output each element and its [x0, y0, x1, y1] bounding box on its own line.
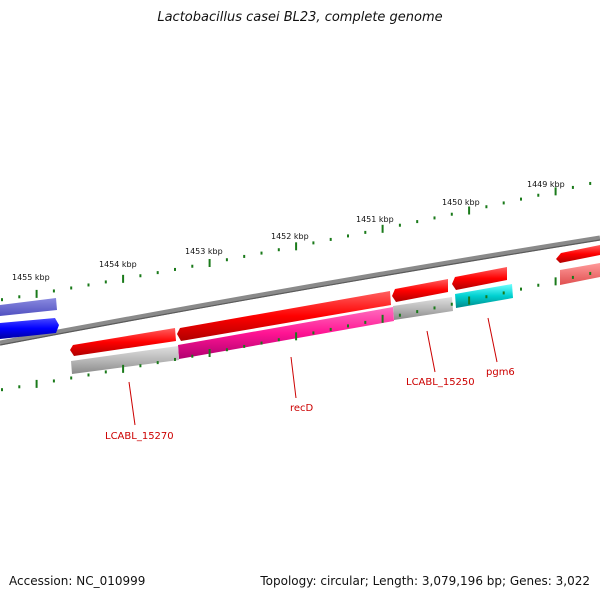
cds-lcabl-15250[interactable]: [393, 297, 453, 320]
cds-right-edge[interactable]: [560, 263, 600, 285]
forward-strand-genes: [0, 245, 600, 356]
gene-arrow-before-pgm6[interactable]: [452, 267, 507, 290]
gene-label-lcabl-15250[interactable]: LCABL_15250: [406, 377, 475, 388]
cds-recd[interactable]: [178, 307, 394, 359]
scale-label-1451: 1451 kbp: [356, 215, 394, 224]
outer-scale-ticks: [1, 181, 592, 302]
accession-text: Accession: NC_010999: [9, 574, 146, 588]
gene-arrow-lcabl-15270[interactable]: [70, 328, 176, 356]
cds-lcabl-15270[interactable]: [71, 346, 179, 374]
gene-arrow-recd[interactable]: [177, 291, 391, 341]
gene-arrow-lcabl-15250[interactable]: [392, 279, 448, 302]
scale-label-1454: 1454 kbp: [99, 260, 137, 269]
label-leaders: [128, 317, 498, 426]
scale-label-1453: 1453 kbp: [185, 247, 223, 256]
scale-label-1450: 1450 kbp: [442, 198, 480, 207]
topology-summary: Topology: circular; Length: 3,079,196 bp…: [260, 574, 590, 588]
cds-features: [0, 263, 600, 374]
scale-label-1449: 1449 kbp: [527, 180, 565, 189]
gene-arrow-left-purple[interactable]: [0, 298, 57, 316]
gene-label-recd[interactable]: recD: [290, 403, 314, 414]
scale-label-1452: 1452 kbp: [271, 232, 309, 241]
map-title: Lactobacillus casei BL23, complete genom…: [157, 10, 443, 25]
genome-backbone: [0, 235, 600, 346]
gene-label-lcabl-15270[interactable]: LCABL_15270: [105, 431, 174, 442]
gene-arrow-left-blue[interactable]: [0, 318, 59, 339]
gene-label-pgm6[interactable]: pgm6: [486, 367, 515, 378]
inner-scale-ticks: [1, 271, 592, 392]
scale-label-1455: 1455 kbp: [12, 273, 50, 282]
gene-arrow-right-edge[interactable]: [556, 245, 600, 263]
